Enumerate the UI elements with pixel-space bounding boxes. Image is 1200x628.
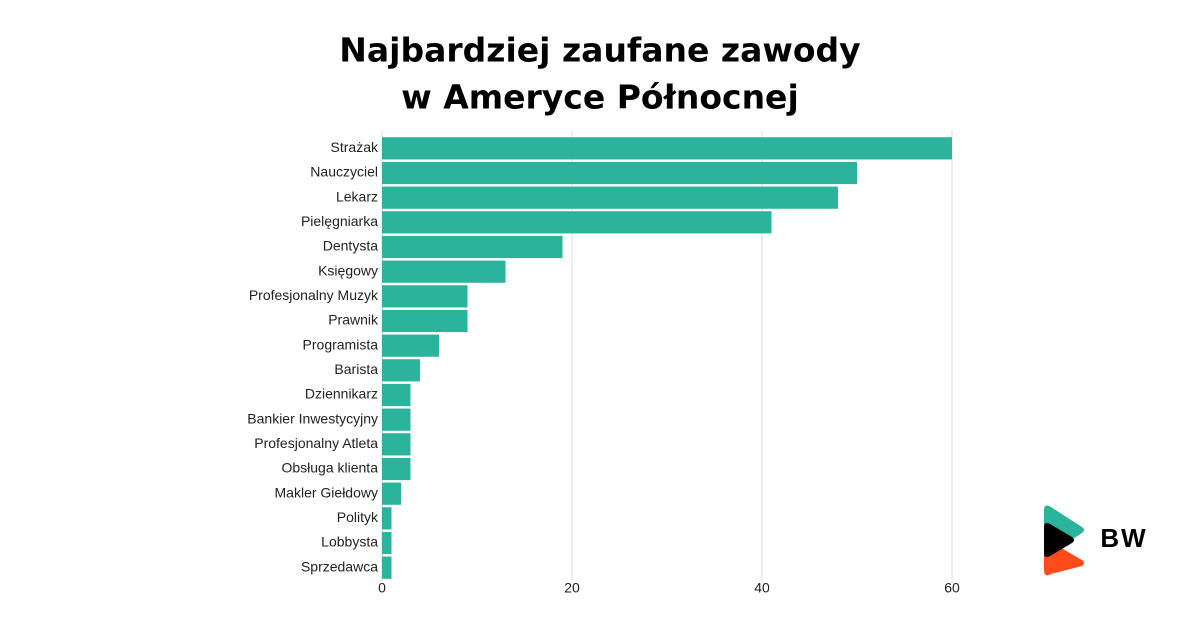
bar (382, 211, 772, 234)
y-tick-label: Lekarz (336, 188, 378, 204)
bar (382, 507, 392, 530)
y-tick-label: Programista (303, 336, 379, 352)
y-tick-label: Obsługa klienta (281, 460, 378, 476)
y-tick-label: Dziennikarz (305, 386, 378, 402)
x-tick-label: 60 (944, 580, 960, 596)
y-tick-label: Lobbysta (321, 534, 378, 550)
bar (382, 457, 411, 481)
y-tick-label: Barista (334, 361, 378, 377)
y-tick-label: Profesjonalny Atleta (254, 435, 378, 451)
y-tick-label: Dentysta (323, 238, 378, 254)
y-tick-label: Prawnik (328, 312, 379, 328)
y-tick-label: Księgowy (318, 262, 378, 278)
bar (382, 285, 468, 308)
chart-title: Najbardziej zaufane zawody (339, 31, 860, 70)
y-tick-label: Pielęgniarka (301, 213, 378, 229)
bar (382, 137, 952, 160)
bar (382, 235, 563, 259)
bar (382, 260, 506, 283)
bar (382, 309, 468, 333)
chart-title: w Ameryce Północnej (401, 78, 799, 117)
bar (382, 556, 392, 579)
bar (382, 186, 838, 209)
bar (382, 334, 439, 357)
y-tick-label: Profesjonalny Muzyk (249, 287, 379, 303)
bar (382, 359, 420, 382)
bar (382, 482, 401, 505)
bar (382, 161, 857, 185)
y-tick-label: Nauczyciel (310, 164, 378, 180)
y-tick-label: Strażak (331, 139, 379, 155)
y-tick-label: Makler Giełdowy (275, 484, 378, 500)
bar (382, 383, 411, 407)
x-tick-label: 40 (754, 580, 770, 596)
bar (382, 531, 392, 555)
logo-shape (1044, 523, 1074, 557)
bar (382, 408, 411, 431)
bar (382, 433, 411, 456)
x-tick-label: 20 (564, 580, 580, 596)
y-tick-label: Bankier Inwestycyjny (247, 410, 378, 426)
logo: BW (1044, 505, 1147, 576)
y-tick-label: Sprzedawca (301, 558, 378, 574)
logo-text: BW (1100, 523, 1147, 553)
x-tick-label: 0 (378, 580, 386, 596)
y-tick-label: Polityk (337, 509, 379, 525)
